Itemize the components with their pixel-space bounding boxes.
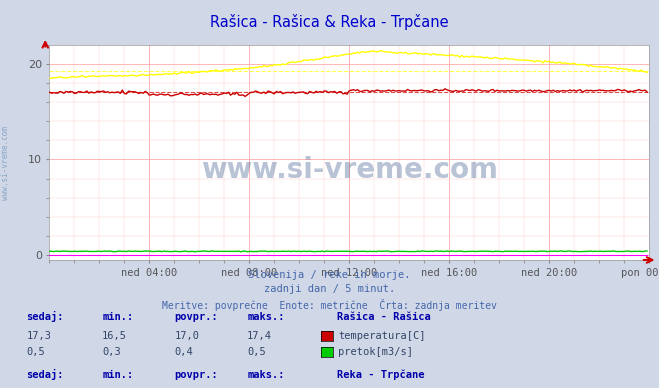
Text: 0,4: 0,4: [175, 347, 193, 357]
Text: povpr.:: povpr.:: [175, 369, 218, 379]
Text: 17,4: 17,4: [247, 331, 272, 341]
Text: www.si-vreme.com: www.si-vreme.com: [1, 126, 10, 200]
Text: Reka - Trpčane: Reka - Trpčane: [337, 369, 425, 379]
Text: temperatura[C]: temperatura[C]: [338, 331, 426, 341]
Text: zadnji dan / 5 minut.: zadnji dan / 5 minut.: [264, 284, 395, 294]
Text: sedaj:: sedaj:: [26, 311, 64, 322]
Text: Rašica - Rašica: Rašica - Rašica: [337, 312, 431, 322]
Text: 17,0: 17,0: [175, 331, 200, 341]
Text: 16,5: 16,5: [102, 331, 127, 341]
Text: min.:: min.:: [102, 312, 133, 322]
Text: maks.:: maks.:: [247, 369, 285, 379]
Text: maks.:: maks.:: [247, 312, 285, 322]
Text: Rašica - Rašica & Reka - Trpčane: Rašica - Rašica & Reka - Trpčane: [210, 14, 449, 29]
Text: www.si-vreme.com: www.si-vreme.com: [201, 156, 498, 184]
Text: 0,5: 0,5: [26, 347, 45, 357]
Text: 0,5: 0,5: [247, 347, 266, 357]
Text: Meritve: povprečne  Enote: metrične  Črta: zadnja meritev: Meritve: povprečne Enote: metrične Črta:…: [162, 299, 497, 311]
Text: pretok[m3/s]: pretok[m3/s]: [338, 347, 413, 357]
Text: Slovenija / reke in morje.: Slovenija / reke in morje.: [248, 270, 411, 280]
Text: 17,3: 17,3: [26, 331, 51, 341]
Text: sedaj:: sedaj:: [26, 369, 64, 379]
Text: min.:: min.:: [102, 369, 133, 379]
Text: 0,3: 0,3: [102, 347, 121, 357]
Text: povpr.:: povpr.:: [175, 312, 218, 322]
